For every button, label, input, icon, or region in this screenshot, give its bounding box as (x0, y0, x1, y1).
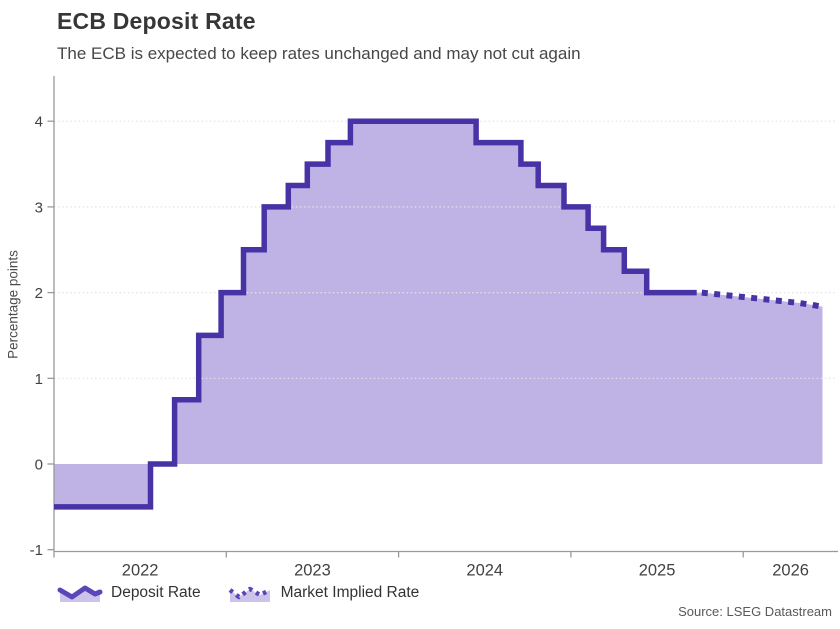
legend-item-market-implied-rate: Market Implied Rate (227, 582, 420, 604)
rate-area-fill (54, 121, 823, 507)
legend-item-deposit-rate: Deposit Rate (57, 582, 201, 604)
legend-label-deposit-rate: Deposit Rate (111, 584, 201, 601)
y-tick-label-3: 3 (35, 199, 43, 216)
y-tick-label--1: -1 (30, 542, 43, 559)
x-tick-label-2022: 2022 (122, 562, 159, 580)
legend-label-market-implied-rate: Market Implied Rate (280, 584, 420, 601)
market-implied-rate-line-icon (228, 586, 271, 602)
x-tick-label-2025: 2025 (639, 562, 676, 580)
x-tick-label-2023: 2023 (294, 562, 331, 580)
x-tick-label-2024: 2024 (466, 562, 503, 580)
chart-subtitle: The ECB is expected to keep rates unchan… (57, 44, 581, 63)
deposit-rate-line (54, 118, 697, 510)
source-credit: Source: LSEG Datastream (678, 604, 832, 619)
chart-title: ECB Deposit Rate (57, 8, 256, 34)
y-tick-label-2: 2 (35, 285, 43, 302)
y-tick-label-1: 1 (35, 371, 43, 388)
deposit-rate-line-icon (57, 585, 103, 602)
market-implied-rate-line (701, 289, 824, 310)
y-tick-label-0: 0 (35, 457, 43, 474)
x-tick-label-2026: 2026 (772, 562, 809, 580)
legend: Deposit Rate Market Implied Rate (57, 582, 419, 604)
y-tick-label-4: 4 (35, 114, 43, 131)
